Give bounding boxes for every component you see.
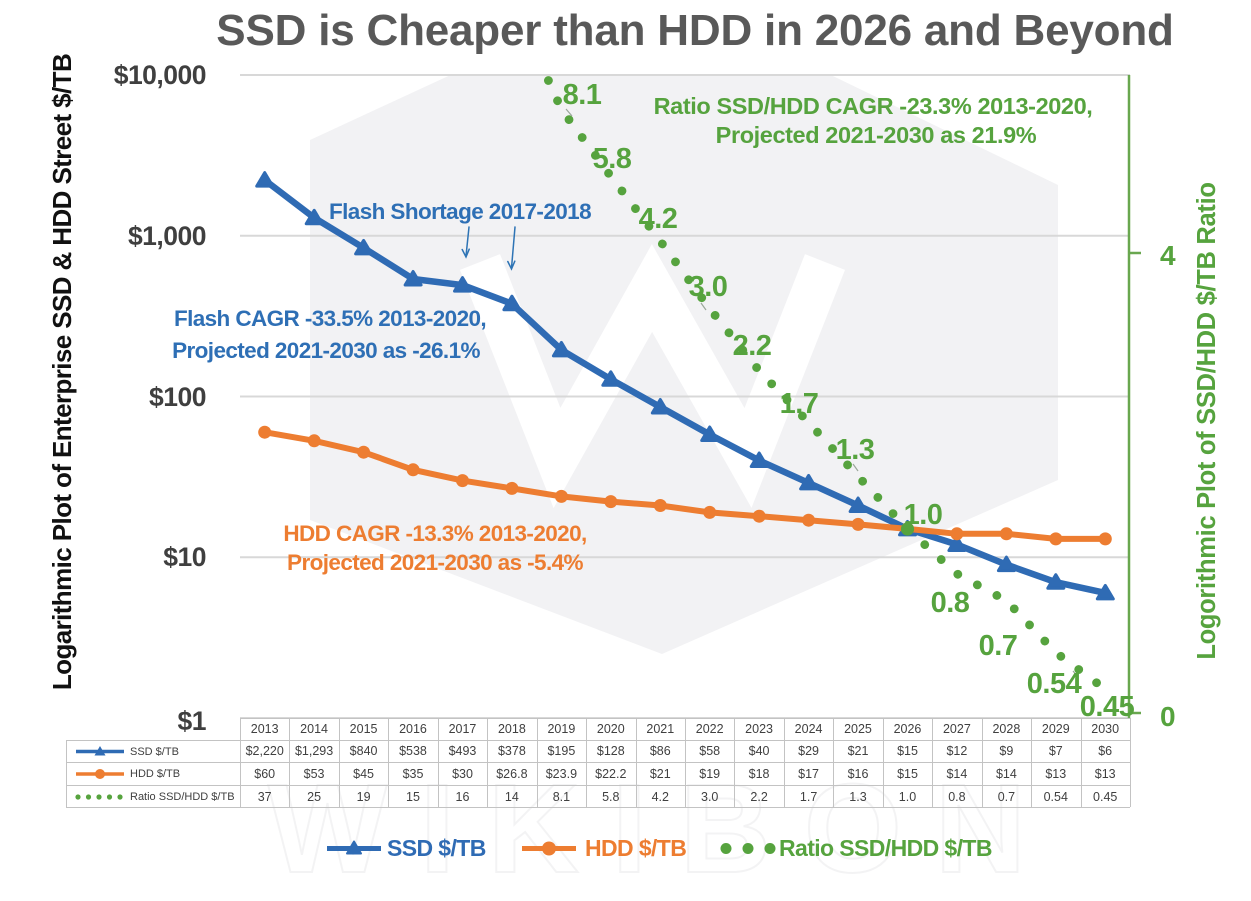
svg-text:Flash CAGR -33.5% 2013-2020,: Flash CAGR -33.5% 2013-2020, [174, 306, 486, 331]
svg-text:$1: $1 [178, 706, 206, 736]
svg-text:$100: $100 [149, 382, 206, 412]
svg-text:HDD CAGR -13.3% 2013-2020,: HDD CAGR -13.3% 2013-2020, [283, 521, 586, 546]
svg-text:Logarithmic Plot of Enterprise: Logarithmic Plot of Enterprise SSD & HDD… [47, 54, 77, 690]
svg-text:Logorithmic Plot of SSD/HDD $/: Logorithmic Plot of SSD/HDD $/TB Ratio [1193, 182, 1221, 659]
svg-text:0.54: 0.54 [1027, 668, 1082, 700]
svg-text:Projected 2021-2030 as -26.1%: Projected 2021-2030 as -26.1% [172, 338, 480, 363]
svg-text:1.0: 1.0 [904, 499, 943, 531]
svg-text:0.8: 0.8 [931, 587, 970, 619]
svg-text:$1,000: $1,000 [128, 221, 206, 251]
svg-text:0.45: 0.45 [1080, 691, 1135, 723]
svg-text:$10: $10 [163, 542, 206, 572]
svg-text:4.2: 4.2 [639, 203, 678, 235]
svg-text:2.2: 2.2 [733, 330, 772, 362]
svg-text:Projected 2021-2030 as 21.9%: Projected 2021-2030 as 21.9% [716, 122, 1037, 148]
svg-text:8.1: 8.1 [563, 79, 602, 111]
svg-text:0.7: 0.7 [979, 630, 1018, 662]
svg-text:1.7: 1.7 [780, 388, 819, 420]
svg-text:0: 0 [1160, 701, 1176, 732]
svg-text:Projected 2021-2030 as -5.4%: Projected 2021-2030 as -5.4% [287, 550, 583, 575]
svg-text:$10,000: $10,000 [114, 60, 206, 90]
svg-text:Flash Shortage 2017-2018: Flash Shortage 2017-2018 [329, 199, 591, 224]
svg-text:3.0: 3.0 [689, 271, 728, 303]
svg-text:Ratio SSD/HDD CAGR -23.3% 2013: Ratio SSD/HDD CAGR -23.3% 2013-2020, [654, 93, 1093, 119]
svg-text:4: 4 [1160, 240, 1176, 271]
svg-text:1.3: 1.3 [836, 434, 875, 466]
svg-text:5.8: 5.8 [593, 143, 632, 175]
